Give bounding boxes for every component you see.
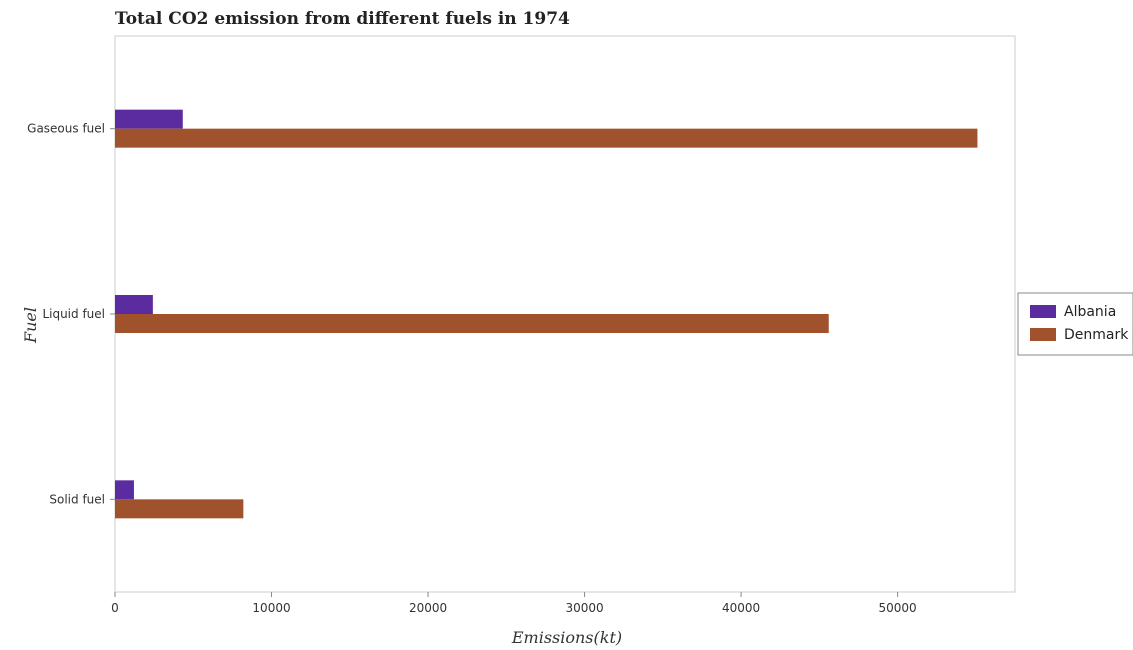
x-tick-label: 40000 <box>722 601 760 615</box>
bar-albania-solid-fuel <box>115 480 134 500</box>
y-tick-label: Liquid fuel <box>42 307 105 321</box>
y-axis-label: Fuel <box>21 307 40 344</box>
bar-denmark-solid-fuel <box>115 499 244 519</box>
legend-label-albania: Albania <box>1064 304 1116 320</box>
bar-albania-gaseous-fuel <box>115 109 183 129</box>
plot-area: Gaseous fuel Liquid fuel Solid fuel 0 10000 2… <box>27 35 1016 615</box>
legend: Albania Denmark <box>1017 292 1133 356</box>
legend-swatch-denmark <box>1030 328 1056 341</box>
y-tick-label: Gaseous fuel <box>27 122 105 136</box>
x-axis-label: Emissions(kt) <box>511 628 622 647</box>
bar-albania-liquid-fuel <box>115 295 153 314</box>
legend-swatch-albania <box>1030 305 1056 318</box>
y-tick-label: Solid fuel <box>49 492 105 506</box>
bar-denmark-gaseous-fuel <box>115 128 978 148</box>
legend-label-denmark: Denmark <box>1064 327 1129 343</box>
x-tick-label: 10000 <box>252 601 290 615</box>
bar-denmark-liquid-fuel <box>115 314 829 333</box>
legend-box <box>1017 292 1133 356</box>
chart-title: Total CO2 emission from different fuels … <box>115 9 570 29</box>
x-tick-label: 30000 <box>565 601 603 615</box>
x-tick-label: 0 <box>111 601 119 615</box>
x-tick-label: 50000 <box>879 601 917 615</box>
x-tick-label: 20000 <box>409 601 447 615</box>
